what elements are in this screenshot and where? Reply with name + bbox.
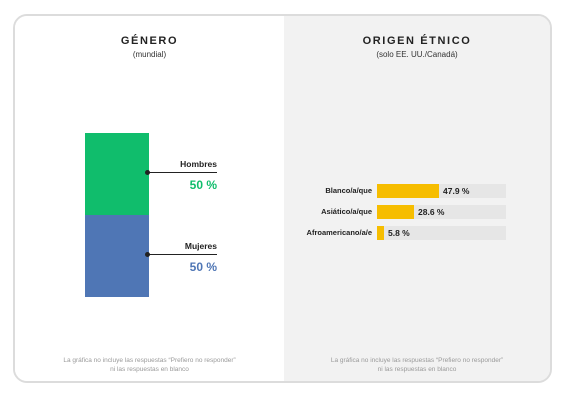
gender-label-hombres: Hombres — [180, 159, 217, 169]
demographics-card: GÉNERO (mundial) Hombres 50 % Mujeres 50 % … — [13, 14, 552, 383]
gender-footnote-line-1: La gráfica no incluye las respuestas “Pr… — [63, 357, 236, 364]
ethnicity-bar-track: 5.8 % — [377, 226, 506, 240]
gender-leader-line-hombres — [148, 172, 217, 173]
ethnicity-value-label: 47.9 % — [443, 186, 470, 196]
ethnicity-bar — [377, 184, 439, 198]
gender-bar-hombres — [85, 133, 149, 215]
ethnicity-bar — [377, 226, 384, 240]
ethnicity-label: Blanco/a/que — [325, 186, 372, 195]
ethnicity-row: Blanco/a/que 47.9 % — [284, 184, 550, 198]
gender-title: GÉNERO — [120, 35, 179, 47]
ethnicity-bar — [377, 205, 414, 219]
gender-leader-dot-mujeres — [145, 252, 150, 257]
ethnicity-subtitle: (solo EE. UU./Canadá) — [376, 50, 458, 59]
gender-leader-line-mujeres — [148, 254, 217, 255]
ethnicity-title: ORIGEN ÉTNICO — [362, 35, 472, 47]
ethnicity-label: Afroamericano/a/e — [306, 228, 372, 237]
ethnicity-footnote: La gráfica no incluye las respuestas “Pr… — [284, 356, 550, 374]
gender-footnote-line-2: ni las respuestas en blanco — [110, 366, 189, 373]
ethnicity-value-label: 5.8 % — [388, 228, 410, 238]
ethnicity-bar-track: 28.6 % — [377, 205, 506, 219]
ethnicity-row: Afroamericano/a/e 5.8 % — [284, 226, 550, 240]
ethnicity-footnote-line-2: ni las respuestas en blanco — [377, 366, 457, 373]
ethnicity-label: Asiático/a/que — [321, 207, 372, 216]
gender-value-hombres: 50 % — [189, 178, 217, 192]
gender-label-mujeres: Mujeres — [184, 241, 217, 251]
gender-panel: GÉNERO (mundial) Hombres 50 % Mujeres 50 % … — [15, 16, 284, 381]
gender-bar-mujeres — [85, 215, 149, 297]
gender-footnote: La gráfica no incluye las respuestas “Pr… — [15, 356, 284, 374]
gender-subtitle: (mundial) — [132, 50, 167, 59]
ethnicity-footnote-line-1: La gráfica no incluye las respuestas “Pr… — [330, 357, 504, 364]
ethnicity-bar-track: 47.9 % — [377, 184, 506, 198]
ethnicity-value-label: 28.6 % — [418, 207, 445, 217]
gender-value-mujeres: 50 % — [189, 260, 217, 274]
gender-leader-dot-hombres — [145, 170, 150, 175]
ethnicity-panel: ORIGEN ÉTNICO (solo EE. UU./Canadá) Blan… — [284, 16, 550, 381]
ethnicity-row: Asiático/a/que 28.6 % — [284, 205, 550, 219]
